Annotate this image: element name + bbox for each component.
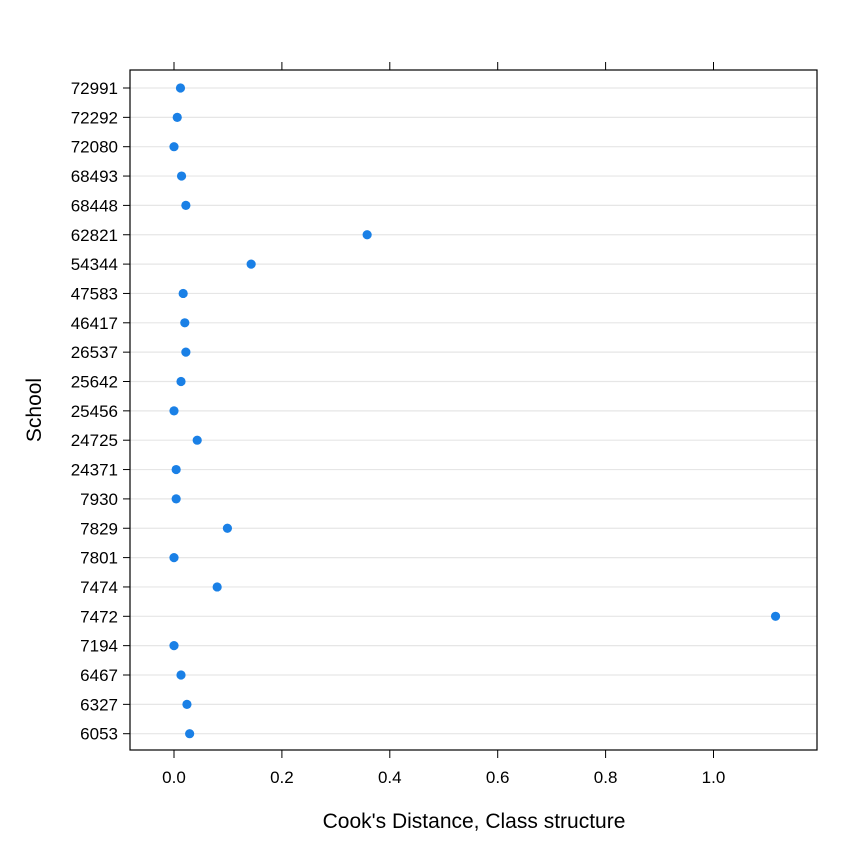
y-tick-label: 6327 xyxy=(80,695,118,714)
data-point xyxy=(178,288,188,299)
x-axis-title: Cook's Distance, Class structure xyxy=(323,810,626,833)
x-tick-label: 0.0 xyxy=(162,768,186,787)
y-tick-label: 7930 xyxy=(80,490,118,509)
data-point xyxy=(181,200,191,210)
y-tick-label: 24371 xyxy=(71,461,118,480)
y-axis-ticks: 72991 72292 72080 68493 68448 62821 54344 47583… xyxy=(71,79,130,744)
y-tick-label: 7829 xyxy=(80,519,118,538)
data-point xyxy=(192,435,202,445)
y-tick-label: 68448 xyxy=(71,196,118,215)
y-tick-label: 7194 xyxy=(80,637,118,656)
data-point xyxy=(169,142,179,152)
y-tick-label: 7474 xyxy=(80,578,118,597)
grid-lines xyxy=(130,87,817,735)
y-tick-label: 6467 xyxy=(80,666,118,685)
y-tick-label: 24725 xyxy=(71,431,118,450)
y-tick-label: 26537 xyxy=(71,343,118,362)
y-tick-label: 46417 xyxy=(71,314,118,333)
data-point xyxy=(362,230,372,240)
y-tick-label: 25456 xyxy=(71,402,118,421)
y-tick-label: 54344 xyxy=(71,255,118,274)
y-tick-label: 62821 xyxy=(71,226,118,245)
data-point xyxy=(171,494,181,504)
data-point xyxy=(212,582,222,592)
y-tick-label: 72080 xyxy=(71,138,118,157)
x-tick-label: 1.0 xyxy=(702,768,726,787)
data-point xyxy=(182,699,192,709)
x-axis-ticks: 0.0 0.2 0.4 0.6 0.8 1.0 xyxy=(162,62,725,787)
x-tick-label: 0.8 xyxy=(594,768,618,787)
data-point xyxy=(222,523,233,533)
y-tick-label: 72292 xyxy=(71,108,118,127)
data-point xyxy=(169,406,179,416)
data-point xyxy=(169,641,179,651)
y-tick-label: 6053 xyxy=(80,725,118,744)
data-point xyxy=(176,376,186,387)
x-tick-label: 0.4 xyxy=(378,768,402,787)
data-point xyxy=(181,347,191,357)
y-tick-label: 25642 xyxy=(71,373,118,392)
data-point xyxy=(172,112,182,122)
data-point xyxy=(171,464,181,475)
plot-frame xyxy=(129,69,818,751)
data-points xyxy=(169,83,781,739)
y-tick-label: 7801 xyxy=(80,549,118,568)
y-tick-label: 72991 xyxy=(71,79,118,98)
data-point xyxy=(770,611,781,621)
y-tick-label: 47583 xyxy=(71,284,118,303)
x-tick-label: 0.2 xyxy=(270,768,294,787)
data-point xyxy=(246,259,256,269)
x-tick-label: 0.6 xyxy=(486,768,510,787)
data-point xyxy=(176,670,186,680)
data-point xyxy=(169,553,179,563)
data-point xyxy=(185,729,195,739)
data-point xyxy=(180,318,190,328)
data-point xyxy=(175,83,186,93)
y-axis-title: School xyxy=(23,378,46,442)
y-tick-label: 68493 xyxy=(71,167,118,186)
data-point xyxy=(176,171,187,181)
y-tick-label: 7472 xyxy=(80,607,118,626)
